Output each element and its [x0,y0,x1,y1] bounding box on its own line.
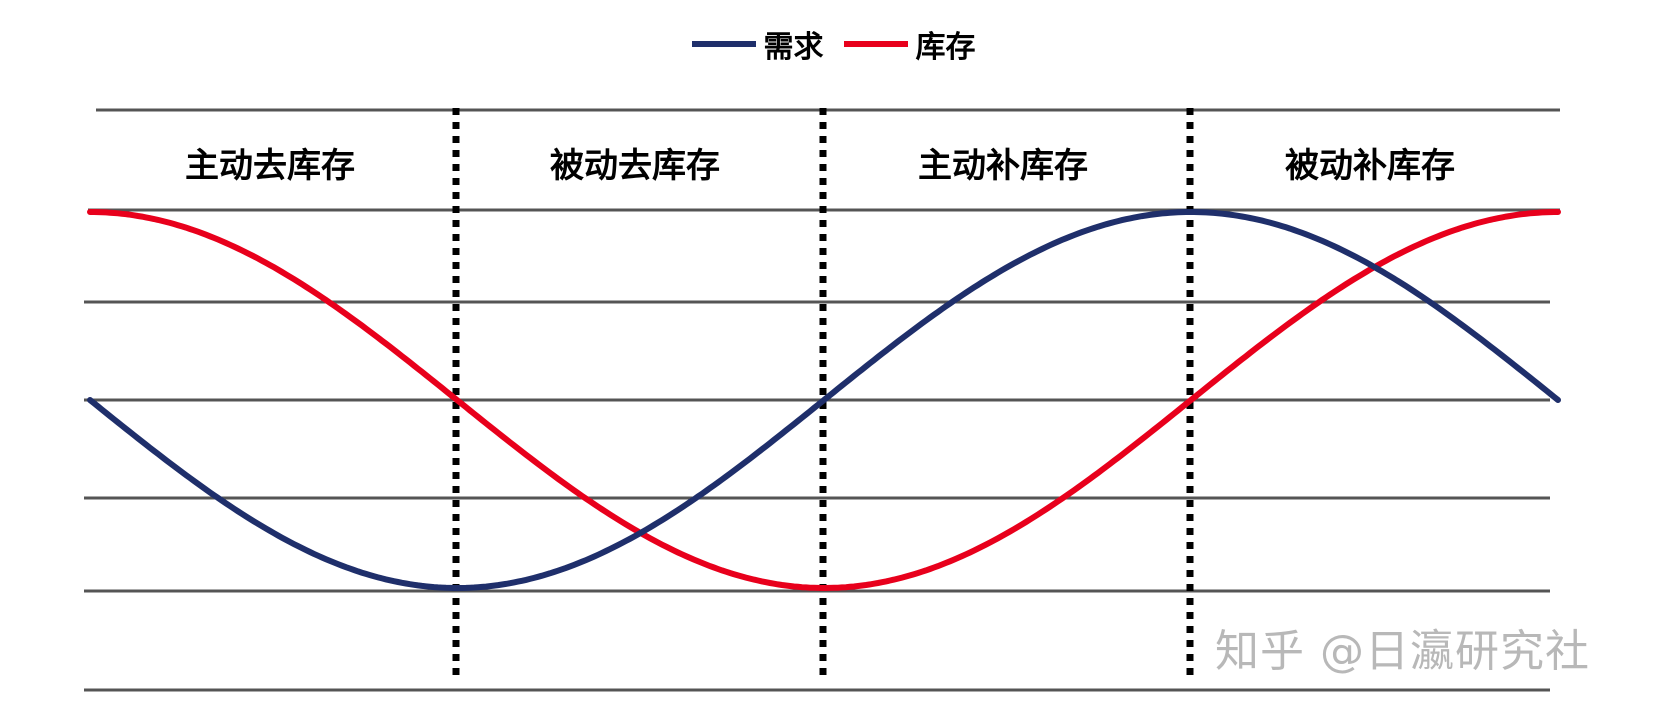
legend-item-inventory: 库存 [843,22,976,66]
watermark: 知乎 @日瀛研究社 [1215,626,1590,677]
phase-label-passive-destocking: 被动去库存 [550,146,720,186]
demand-swatch [691,41,756,47]
phase-label-passive-restocking: 被动补库存 [1285,146,1455,186]
legend: 需求 库存 [0,22,1667,66]
phase-dividers [452,108,1194,680]
phase-label-active-destocking: 主动去库存 [185,146,355,186]
phase-label-active-restocking: 主动补库存 [918,146,1088,186]
legend-inventory-label: 库存 [915,30,976,65]
inventory-curve [87,209,1561,591]
legend-item-demand: 需求 [691,22,824,66]
legend-demand-label: 需求 [763,30,824,65]
inventory-swatch [843,41,908,47]
demand-curve [87,209,1561,591]
